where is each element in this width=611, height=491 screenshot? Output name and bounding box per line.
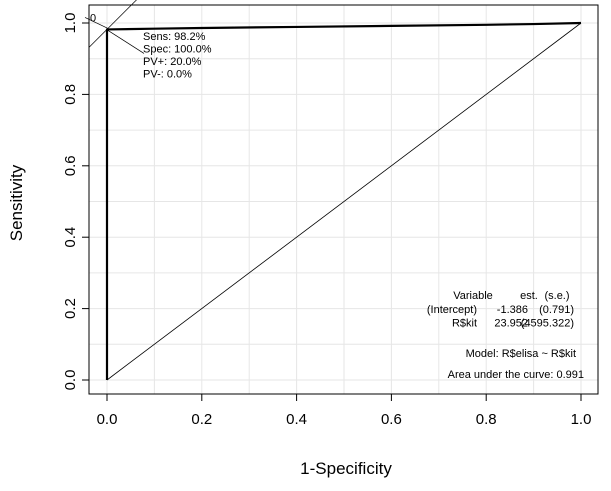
cutoff-point-label: 0 <box>90 12 96 24</box>
model-table-cell: R$kit <box>452 318 477 330</box>
plot-frame <box>88 4 599 395</box>
x-tick-label: 0.6 <box>381 411 402 428</box>
cutoff-annotation-pointer <box>107 30 145 54</box>
y-axis: 0.0 0.2 0.4 0.6 0.8 1.0 <box>62 13 89 391</box>
y-tick-label: 0.0 <box>62 370 79 391</box>
diagonal-line <box>106 22 582 381</box>
cutoff-annotation-line: Sens: 98.2% <box>143 31 206 43</box>
x-tick-label: 0.4 <box>286 411 307 428</box>
y-tick-label: 0.8 <box>62 84 79 105</box>
model-table-header: (s.e.) <box>544 290 569 302</box>
y-tick-label: 1.0 <box>62 13 79 34</box>
roc-series-line <box>105 21 582 380</box>
y-axis-label: Sensitivity <box>7 164 26 241</box>
y-tick-label: 0.2 <box>62 298 79 319</box>
y-tick-label: 0.6 <box>62 155 79 176</box>
cutoff-annotation-line: Spec: 100.0% <box>143 44 212 56</box>
model-table-cell: (Intercept) <box>427 304 477 316</box>
cutoff-annotation-line: PV+: 20.0% <box>143 56 202 68</box>
annotations: Sens: 98.2%Spec: 100.0%PV+: 20.0%PV-: 0.… <box>107 30 584 381</box>
diagonal-reference-line <box>106 22 582 381</box>
y-tick-label: 0.4 <box>62 227 79 248</box>
cutoff-annotation-line: PV-: 0.0% <box>143 69 192 81</box>
model-table-cell: 23.952 <box>494 318 528 330</box>
model-table-cell: (0.791) <box>539 304 574 316</box>
x-axis-label: 1-Specificity <box>300 459 392 478</box>
x-axis: 0.0 0.2 0.4 0.6 0.8 1.0 <box>97 394 592 428</box>
model-table-cell: (4595.322) <box>521 318 574 330</box>
x-tick-label: 1.0 <box>571 411 592 428</box>
model-table-header: Variable <box>453 290 493 302</box>
model-table-cell: -1.386 <box>497 304 528 316</box>
x-tick-label: 0.2 <box>191 411 212 428</box>
auc-text: Area under the curve: 0.991 <box>448 369 584 381</box>
cutoff-tangent-line <box>88 0 137 48</box>
x-tick-label: 0.0 <box>97 411 118 428</box>
model-table-header: est. <box>520 290 538 302</box>
model-formula: Model: R$elisa ~ R$kit <box>466 348 576 360</box>
plot-border <box>88 4 599 395</box>
x-tick-label: 0.8 <box>476 411 497 428</box>
